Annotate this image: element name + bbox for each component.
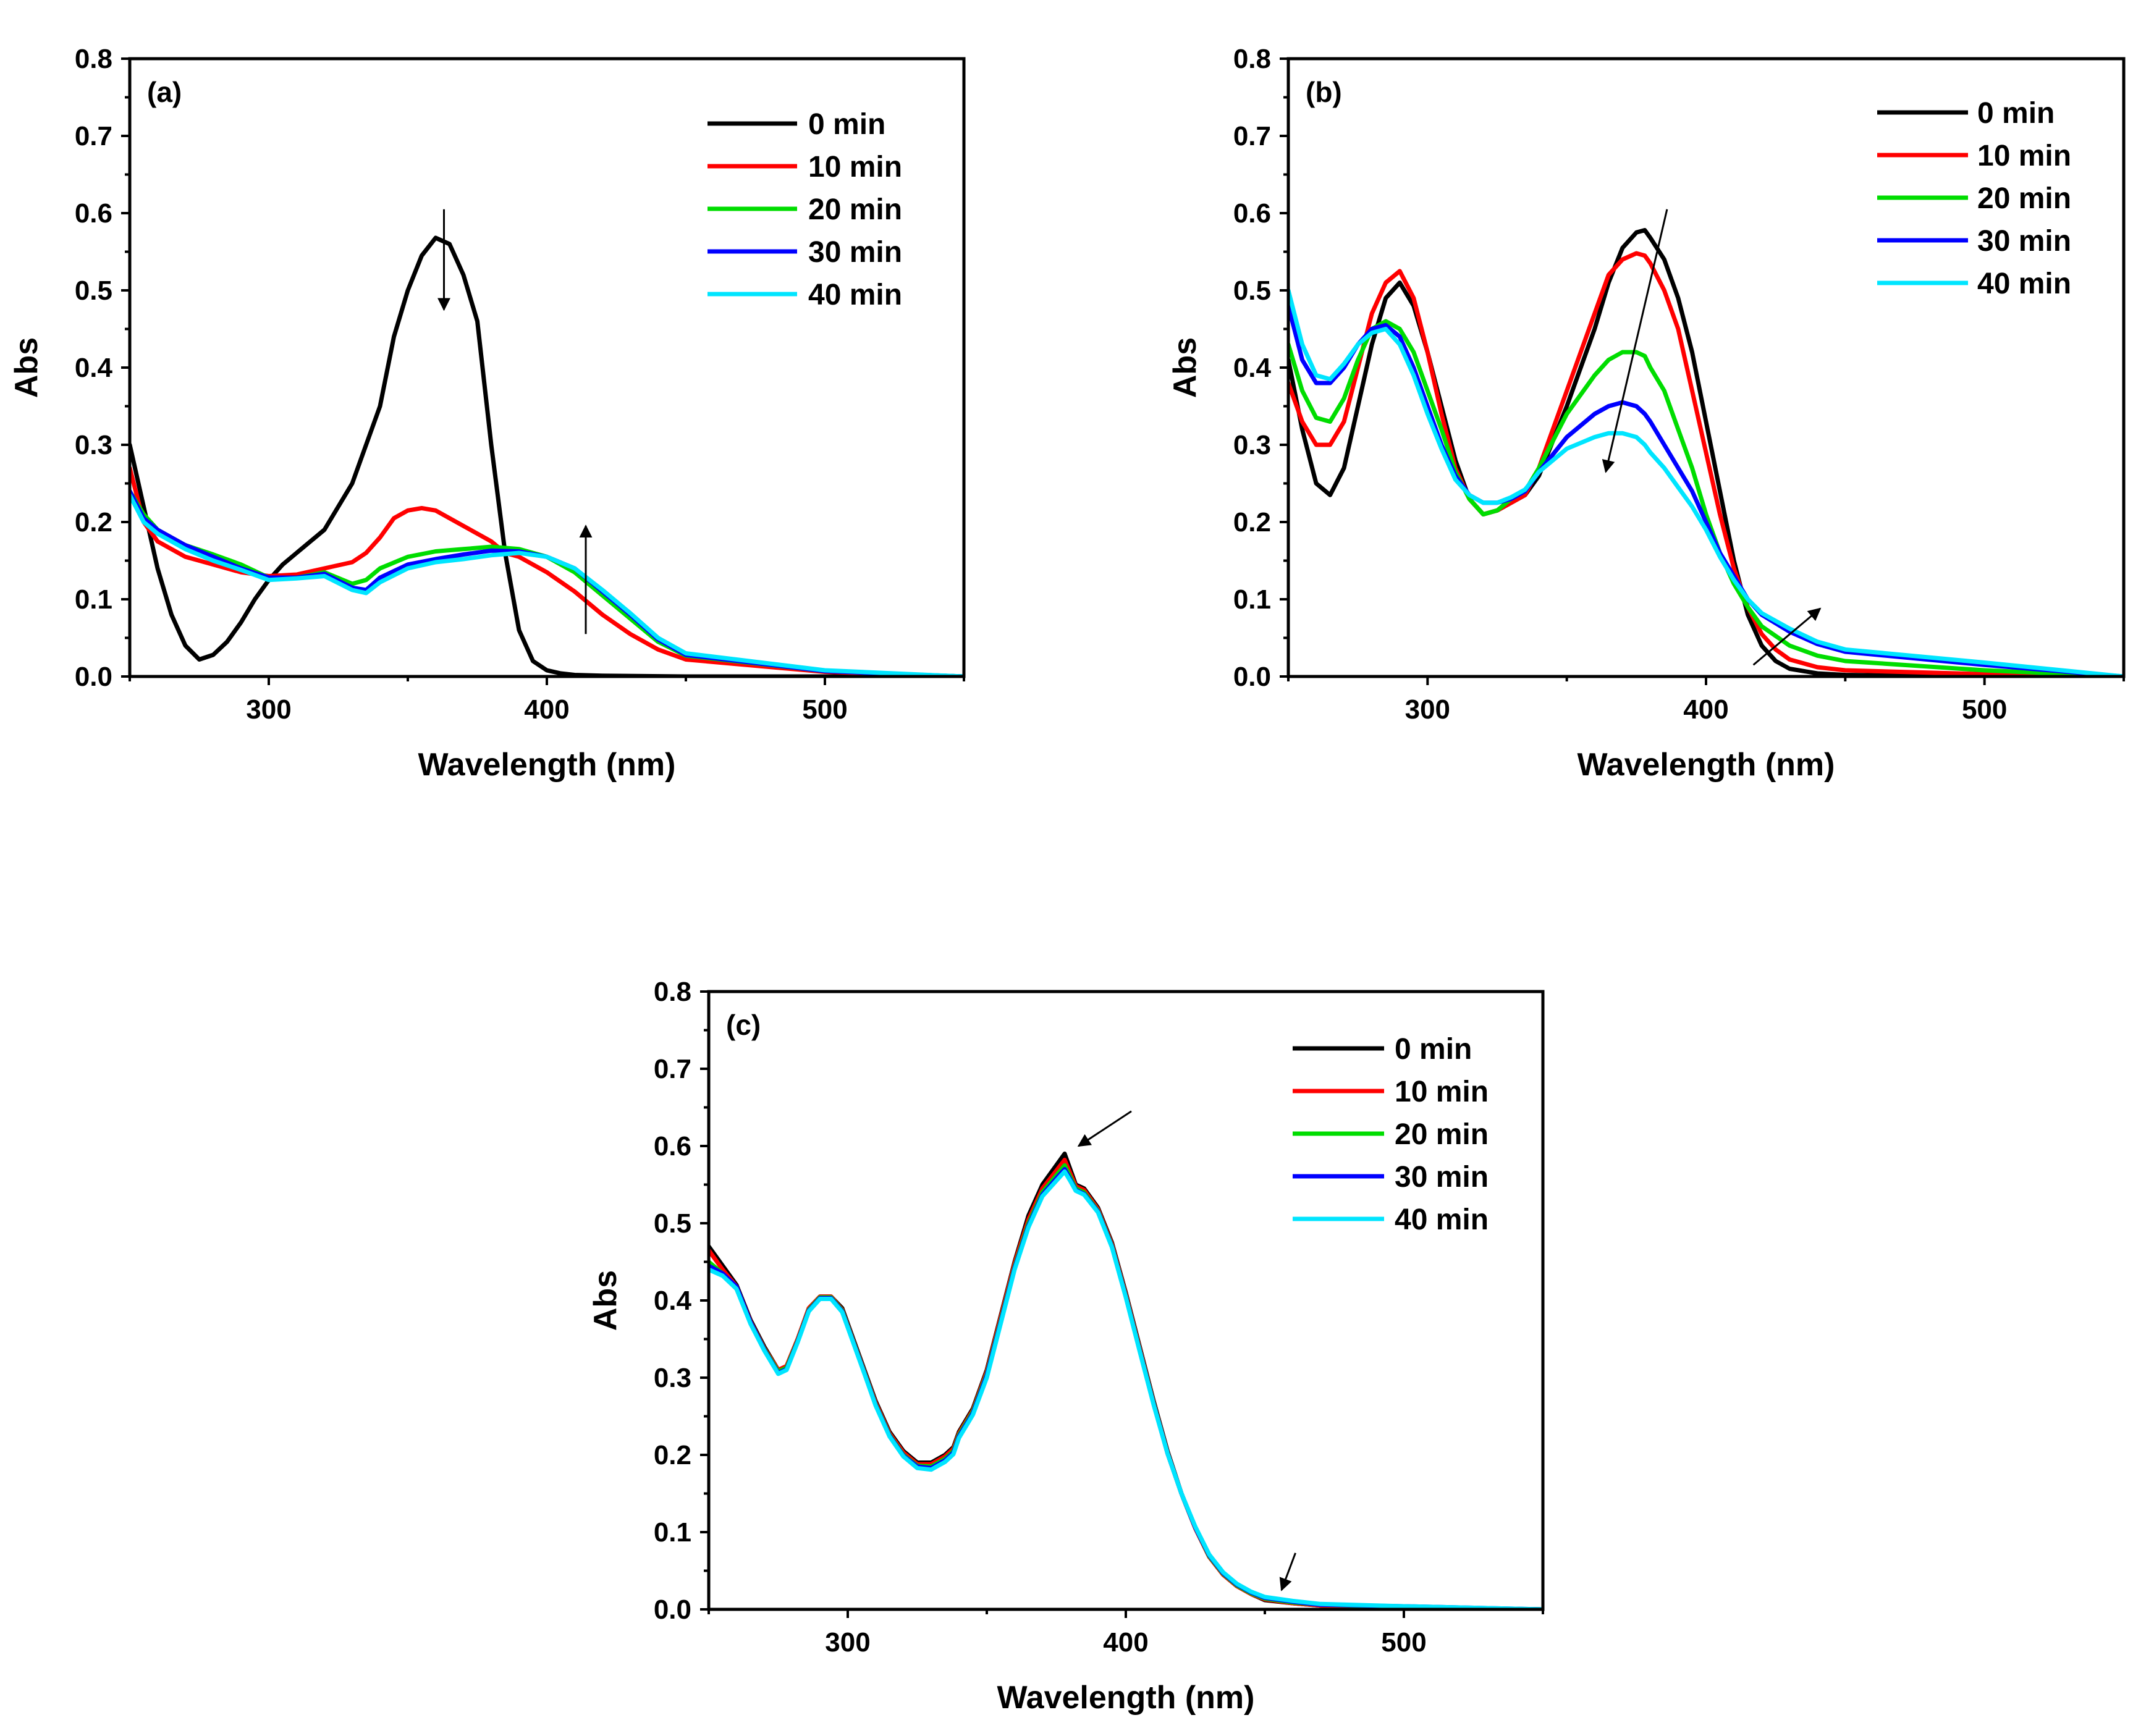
y-tick-label: 0.0 <box>654 1595 691 1625</box>
series-line-40-min <box>130 492 964 676</box>
trend-arrow <box>1077 1110 1132 1147</box>
y-tick-label: 0.2 <box>1233 507 1271 537</box>
x-tick-label: 400 <box>1683 694 1728 725</box>
y-tick-label: 0.4 <box>75 353 113 383</box>
legend: 0 min 10 min 20 min 30 min 40 min <box>1293 1033 1489 1236</box>
legend-label: 0 min <box>1395 1033 1472 1066</box>
x-tick-label: 400 <box>524 694 569 725</box>
panel-label: (c) <box>726 1009 761 1041</box>
legend-label: 40 min <box>1395 1203 1489 1236</box>
x-tick-label: 400 <box>1103 1627 1148 1658</box>
legend-label: 10 min <box>1395 1076 1489 1108</box>
series-line-40-min <box>709 1169 1543 1609</box>
panel-label: (b) <box>1306 76 1342 108</box>
legend: 0 min 10 min 20 min 30 min 40 min <box>707 108 902 311</box>
legend-label: 0 min <box>1977 97 2055 130</box>
y-tick-label: 0.7 <box>654 1054 691 1084</box>
legend-label: 20 min <box>1395 1118 1489 1151</box>
panel-a: 0.0 0.1 0.2 0.3 0.4 0.5 0.6 0.7 0.8 300 400 500 Wave… <box>9 44 966 783</box>
x-tick-label: 500 <box>1381 1627 1426 1658</box>
series-line-10-min <box>1288 251 2124 676</box>
series-line-0-min <box>130 235 964 676</box>
series-line-40-min <box>1288 288 2124 676</box>
series-line-30-min <box>1288 303 2124 676</box>
panel-b: 0.0 0.1 0.2 0.3 0.4 0.5 0.6 0.7 0.8 300 400 500 Wave… <box>1167 44 2126 783</box>
trend-arrow <box>1602 209 1668 473</box>
x-tick-label: 300 <box>825 1627 870 1658</box>
y-tick-label: 0.5 <box>75 276 112 306</box>
y-axis-title: Abs <box>9 337 44 398</box>
x-tick-label: 500 <box>802 694 847 725</box>
legend-label: 10 min <box>1977 140 2071 172</box>
x-tick-label: 300 <box>1405 694 1450 725</box>
y-tick-label: 0.1 <box>1233 584 1271 615</box>
legend-label: 20 min <box>1977 182 2071 215</box>
y-tick-label: 0.3 <box>1233 430 1271 460</box>
x-tick-label: 500 <box>1962 694 2007 725</box>
y-tick-label: 0.3 <box>654 1363 691 1393</box>
y-tick-label: 0.6 <box>1233 198 1271 229</box>
x-axis-title: Wavelength (nm) <box>997 1680 1255 1716</box>
panel-c: 0.0 0.1 0.2 0.3 0.4 0.5 0.6 0.7 0.8 300 400 500 Wave… <box>588 977 1545 1716</box>
y-tick-label: 0.8 <box>654 977 691 1007</box>
legend-label: 0 min <box>808 108 885 141</box>
y-tick-label: 0.8 <box>75 44 112 74</box>
trend-arrow <box>1279 1553 1296 1591</box>
panel-label: (a) <box>147 76 182 108</box>
y-tick-label: 0.1 <box>654 1517 691 1548</box>
legend-label: 40 min <box>1977 268 2071 300</box>
y-axis-title: Abs <box>588 1270 623 1331</box>
y-tick-label: 0.5 <box>654 1208 691 1239</box>
y-tick-label: 0.5 <box>1233 276 1271 306</box>
y-tick-label: 0.2 <box>75 507 112 537</box>
legend-label: 10 min <box>808 151 902 183</box>
y-tick-label: 0.4 <box>654 1286 692 1316</box>
y-tick-label: 0.4 <box>1233 353 1272 383</box>
legend: 0 min 10 min 20 min 30 min 40 min <box>1877 97 2071 300</box>
series-line-10-min <box>130 466 964 676</box>
series-line-20-min <box>130 489 964 676</box>
y-tick-label: 0.1 <box>75 584 112 615</box>
legend-label: 40 min <box>808 279 902 311</box>
y-tick-label: 0.0 <box>1233 662 1271 692</box>
series-line-30-min <box>130 489 964 676</box>
y-tick-label: 0.2 <box>654 1440 691 1470</box>
legend-label: 30 min <box>1977 225 2071 258</box>
y-tick-label: 0.3 <box>75 430 112 460</box>
legend-label: 30 min <box>1395 1161 1489 1194</box>
y-tick-label: 0.7 <box>75 121 112 151</box>
y-tick-label: 0.7 <box>1233 121 1271 151</box>
legend-label: 20 min <box>808 193 902 226</box>
y-tick-label: 0.6 <box>75 198 112 229</box>
y-tick-label: 0.6 <box>654 1131 691 1161</box>
x-axis-title: Wavelength (nm) <box>1578 747 1835 783</box>
x-tick-label: 300 <box>246 694 291 725</box>
x-axis-title: Wavelength (nm) <box>418 747 676 783</box>
y-tick-label: 0.0 <box>75 662 112 692</box>
y-axis-title: Abs <box>1167 337 1203 398</box>
y-tick-label: 0.8 <box>1233 44 1271 74</box>
trend-arrow <box>1752 607 1822 666</box>
series-line-0-min <box>1288 228 2124 676</box>
legend-label: 30 min <box>808 236 902 269</box>
